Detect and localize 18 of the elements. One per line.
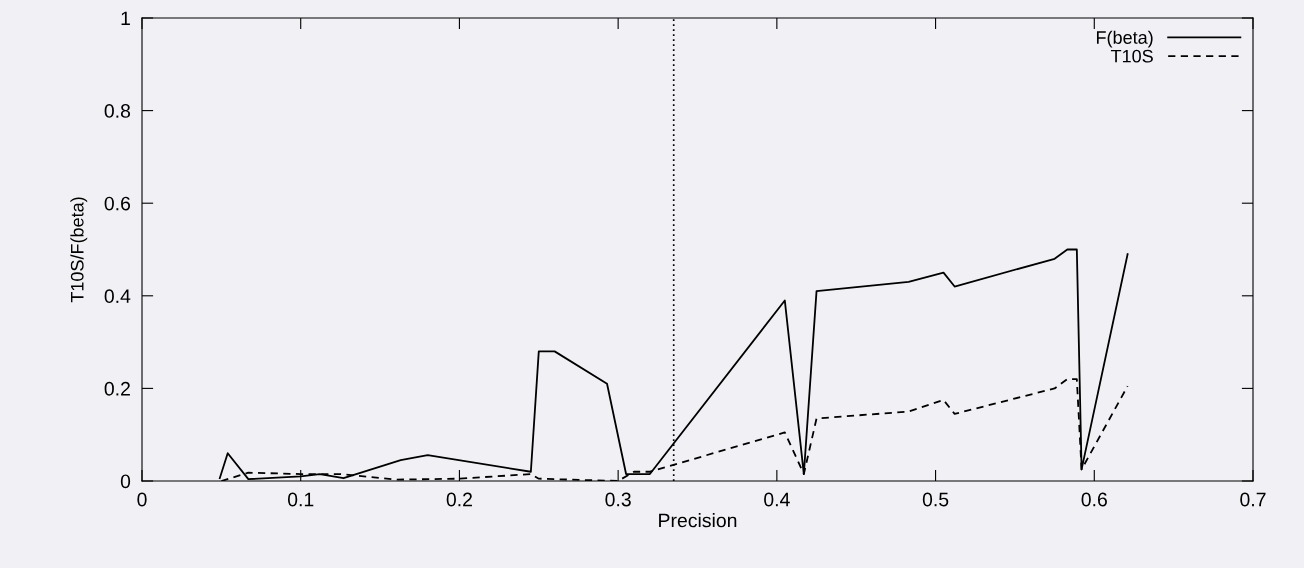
x-axis-title: Precision: [659, 513, 737, 528]
y-tick-label: 0: [120, 474, 131, 489]
legend-label: T10S: [1110, 49, 1153, 63]
x-tick-label: 0.7: [1240, 492, 1266, 507]
x-tick-label: 0.1: [287, 492, 314, 507]
x-tick-label: 0.4: [764, 492, 790, 507]
y-tick-label: 0.2: [104, 381, 130, 396]
y-tick-label: 1: [121, 11, 130, 26]
x-tick-label: 0: [137, 492, 147, 507]
x-tick-label: 0.3: [605, 492, 631, 507]
y-tick-label: 0.4: [104, 289, 131, 304]
legend-label: F(beta): [1096, 30, 1153, 48]
x-tick-label: 0.6: [1081, 492, 1107, 507]
y-tick-label: 0.8: [104, 104, 131, 118]
y-tick-label: 0.6: [104, 196, 131, 211]
x-tick-label: 0.5: [922, 492, 949, 507]
x-tick-label: 0.2: [446, 492, 472, 507]
y-axis-title: T10S/F(beta): [70, 197, 88, 303]
